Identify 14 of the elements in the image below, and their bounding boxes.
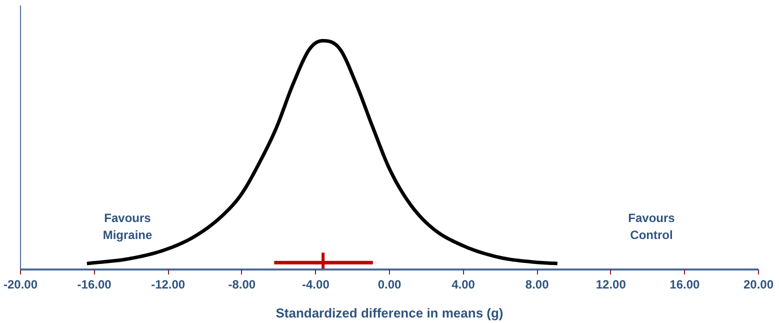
x-tick-label: 12.00 xyxy=(596,278,626,292)
x-tick-label: 4.00 xyxy=(452,278,476,292)
x-tick-label: -12.00 xyxy=(151,278,186,292)
x-tick-label: -16.00 xyxy=(77,278,112,292)
x-tick-label: 8.00 xyxy=(525,278,550,292)
x-tick-label: -8.00 xyxy=(228,278,256,292)
x-tick-label: -20.00 xyxy=(3,278,38,292)
x-tick-label: 0.00 xyxy=(378,278,402,292)
x-tick-label: -4.00 xyxy=(302,278,330,292)
annotation: Favours Control xyxy=(628,211,676,242)
annotation: Favours Migraine xyxy=(102,211,153,242)
x-tick-label: 20.00 xyxy=(743,278,774,292)
x-axis-title: Standardized difference in means (g) xyxy=(276,306,504,320)
x-tick-label: 16.00 xyxy=(670,278,700,292)
